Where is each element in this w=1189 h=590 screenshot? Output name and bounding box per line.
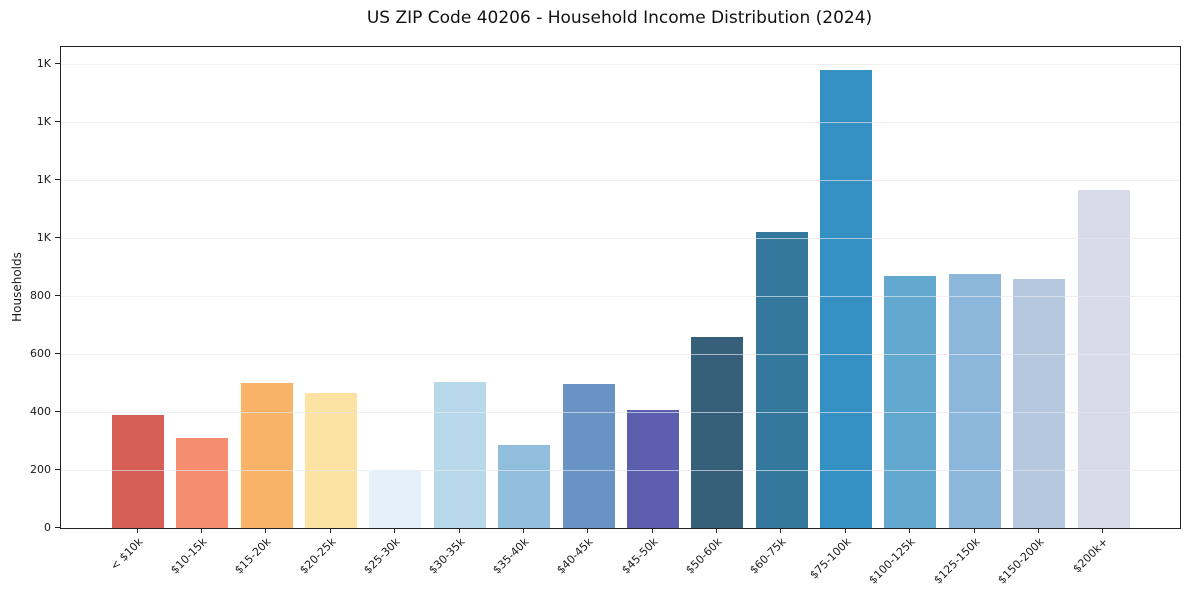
x-tick	[974, 528, 975, 533]
x-tick	[459, 528, 460, 533]
y-tick	[55, 295, 60, 296]
y-tick	[55, 353, 60, 354]
bar-$200k+	[1078, 190, 1130, 528]
y-tick-label: 1K	[36, 231, 51, 244]
y-tick	[55, 469, 60, 470]
y-tick	[55, 411, 60, 412]
x-tick	[394, 528, 395, 533]
x-tick	[652, 528, 653, 533]
gridline	[61, 470, 1180, 471]
bar-$125-150k	[949, 274, 1001, 528]
gridline	[61, 64, 1180, 65]
x-tick	[909, 528, 910, 533]
bar-$15-20k	[241, 383, 293, 528]
bar-$60-75k	[756, 232, 808, 528]
y-tick	[55, 63, 60, 64]
y-tick-label: 800	[30, 289, 51, 302]
y-tick	[55, 237, 60, 238]
y-tick-label: 1K	[36, 115, 51, 128]
bar-$45-50k	[627, 410, 679, 528]
y-tick-label: 1K	[36, 173, 51, 186]
x-tick	[330, 528, 331, 533]
bar-$25-30k	[369, 471, 421, 528]
x-tick	[201, 528, 202, 533]
y-tick-label: 400	[30, 405, 51, 418]
chart-title: US ZIP Code 40206 - Household Income Dis…	[366, 8, 873, 28]
bar-$30-35k	[434, 382, 486, 528]
x-tick	[1102, 528, 1103, 533]
gridline	[61, 122, 1180, 123]
y-tick	[55, 121, 60, 122]
bar-$150-200k	[1013, 279, 1065, 528]
x-tick-label: < $10k	[107, 535, 146, 573]
bar-$75-100k	[820, 70, 872, 528]
y-tick	[55, 179, 60, 180]
y-tick-label: 1K	[36, 57, 51, 70]
x-tick	[265, 528, 266, 533]
x-tick	[845, 528, 846, 533]
bar-$35-40k	[498, 445, 550, 528]
x-tick	[523, 528, 524, 533]
x-tick	[587, 528, 588, 533]
gridline	[61, 238, 1180, 239]
bar-$10-15k	[176, 438, 228, 528]
x-tick	[1038, 528, 1039, 533]
plot-area	[60, 46, 1181, 529]
x-tick	[780, 528, 781, 533]
y-tick-label: 600	[30, 347, 51, 360]
x-tick	[716, 528, 717, 533]
y-tick-label: 200	[30, 463, 51, 476]
gridline	[61, 354, 1180, 355]
bar-$50-60k	[691, 337, 743, 528]
x-tick	[137, 528, 138, 533]
gridline	[61, 296, 1180, 297]
gridline	[61, 412, 1180, 413]
bar-$100-125k	[884, 276, 936, 528]
bar-$20-25k	[305, 393, 357, 528]
bar-< $10k	[112, 415, 164, 528]
y-tick	[55, 527, 60, 528]
y-tick-label: 0	[44, 521, 51, 534]
gridline	[61, 180, 1180, 181]
bar-$40-45k	[563, 384, 615, 528]
